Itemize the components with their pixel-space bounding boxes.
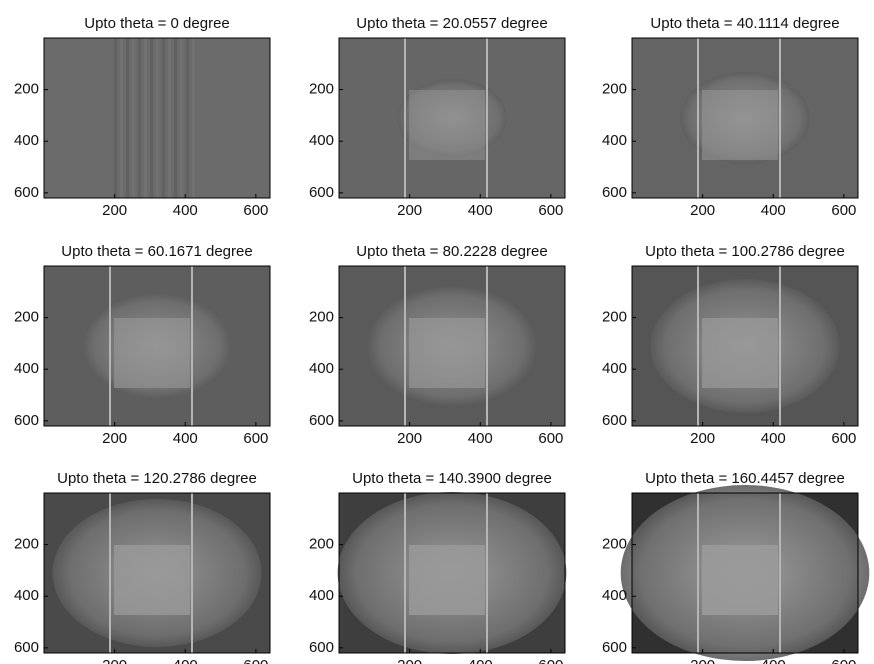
y-tick-label: 400 — [602, 587, 627, 604]
image-stripe — [192, 38, 195, 198]
image-stripe — [162, 38, 165, 198]
y-tick-label: 400 — [309, 132, 334, 149]
x-tick-label: 600 — [538, 657, 563, 664]
y-tick-label: 600 — [602, 639, 627, 656]
image-stripe — [138, 38, 141, 198]
y-tick-label: 200 — [602, 81, 627, 98]
y-tick-label: 600 — [309, 639, 334, 656]
panel-title: Upto theta = 20.0557 degree — [356, 15, 547, 32]
image-stripe — [132, 38, 135, 198]
panel-title: Upto theta = 100.2786 degree — [645, 243, 845, 260]
y-tick-label: 600 — [309, 184, 334, 201]
x-tick-label: 600 — [243, 202, 268, 219]
y-tick-label: 400 — [14, 132, 39, 149]
x-tick-label: 200 — [397, 202, 422, 219]
image-stripe — [120, 38, 123, 198]
x-tick-label: 400 — [173, 202, 198, 219]
figure: 200 400 600 200 400 600 Upto theta = 0 degree 2… — [0, 0, 874, 664]
y-tick-label: 400 — [309, 360, 334, 377]
y-tick-label: 400 — [602, 360, 627, 377]
x-tick-label: 200 — [690, 430, 715, 447]
image-center — [702, 545, 778, 615]
x-tick-label: 600 — [831, 657, 856, 664]
image-stripe — [114, 38, 117, 198]
y-tick-label: 600 — [602, 412, 627, 429]
image-center — [409, 318, 485, 388]
image-center — [114, 318, 190, 388]
y-tick-label: 400 — [309, 587, 334, 604]
panel-title: Upto theta = 160.4457 degree — [645, 470, 845, 487]
x-tick-label: 400 — [173, 430, 198, 447]
y-tick-label: 600 — [309, 412, 334, 429]
image-stripe — [156, 38, 159, 198]
x-tick-label: 600 — [831, 202, 856, 219]
y-tick-label: 200 — [309, 536, 334, 553]
panel-title: Upto theta = 120.2786 degree — [57, 470, 257, 487]
y-tick-label: 200 — [14, 81, 39, 98]
image-stripe — [144, 38, 147, 198]
y-tick-label: 600 — [14, 639, 39, 656]
image-stripe — [150, 38, 153, 198]
y-tick-label: 600 — [602, 184, 627, 201]
y-tick-label: 600 — [14, 412, 39, 429]
x-tick-label: 200 — [690, 202, 715, 219]
y-tick-label: 200 — [602, 309, 627, 326]
x-tick-label: 600 — [831, 430, 856, 447]
x-tick-label: 200 — [102, 657, 127, 664]
x-tick-label: 600 — [538, 202, 563, 219]
x-tick-label: 400 — [761, 657, 786, 664]
panel-title: Upto theta = 0 degree — [84, 15, 230, 32]
image-stripe — [126, 38, 129, 198]
y-tick-label: 200 — [602, 536, 627, 553]
x-tick-label: 600 — [538, 430, 563, 447]
x-tick-label: 400 — [468, 430, 493, 447]
y-tick-label: 200 — [14, 536, 39, 553]
x-tick-label: 400 — [761, 202, 786, 219]
y-tick-label: 400 — [14, 587, 39, 604]
panel-title: Upto theta = 80.2228 degree — [356, 243, 547, 260]
panel-title: Upto theta = 40.1114 degree — [650, 15, 839, 32]
x-tick-label: 200 — [690, 657, 715, 664]
x-tick-label: 200 — [102, 430, 127, 447]
y-tick-label: 200 — [309, 309, 334, 326]
image-stripe — [174, 38, 177, 198]
image-center — [702, 318, 778, 388]
panel-title: Upto theta = 60.1671 degree — [61, 243, 252, 260]
image-center — [114, 545, 190, 615]
image-center — [409, 545, 485, 615]
y-tick-label: 600 — [14, 184, 39, 201]
image-center — [409, 90, 485, 160]
y-tick-label: 400 — [14, 360, 39, 377]
y-tick-label: 200 — [14, 309, 39, 326]
image-stripe — [186, 38, 189, 198]
x-tick-label: 600 — [243, 657, 268, 664]
image-center — [702, 90, 778, 160]
image-stripe — [168, 38, 171, 198]
x-tick-label: 200 — [397, 657, 422, 664]
x-tick-label: 400 — [468, 202, 493, 219]
y-tick-label: 400 — [602, 132, 627, 149]
x-tick-label: 600 — [243, 430, 268, 447]
panel-title: Upto theta = 140.3900 degree — [352, 470, 552, 487]
x-tick-label: 200 — [102, 202, 127, 219]
x-tick-label: 400 — [468, 657, 493, 664]
x-tick-label: 400 — [761, 430, 786, 447]
image-stripe — [180, 38, 183, 198]
x-tick-label: 200 — [397, 430, 422, 447]
x-tick-label: 400 — [173, 657, 198, 664]
y-tick-label: 200 — [309, 81, 334, 98]
